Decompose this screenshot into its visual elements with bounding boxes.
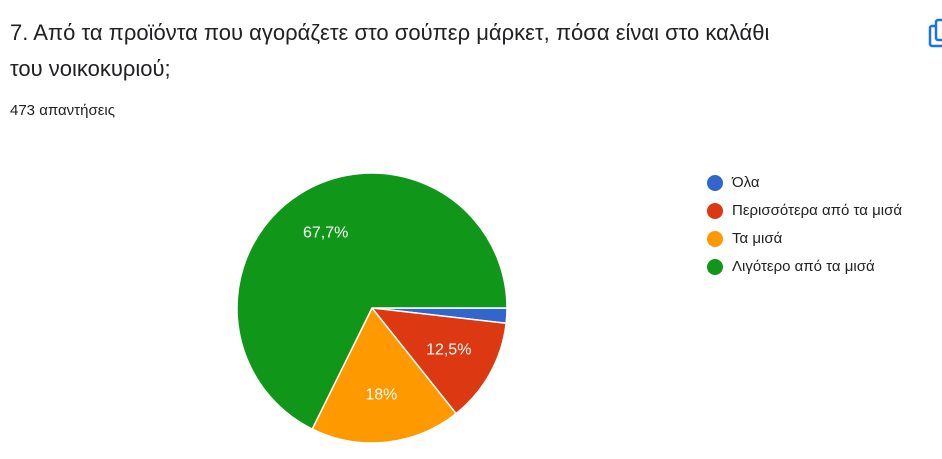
legend-label: Τα μισά <box>732 230 783 247</box>
data-label: 18% <box>365 386 397 403</box>
copy-icon[interactable] <box>928 18 942 48</box>
chart-subtitle: 473 απαντήσεις <box>10 102 115 119</box>
legend-marker <box>707 259 723 275</box>
legend-label: Περισσότερα από τα μισά <box>732 202 902 219</box>
chart-title: 7. Από τα προϊόντα που αγοράζετε στο σού… <box>10 20 769 45</box>
legend-label: Λιγότερο από τα μισά <box>732 258 875 275</box>
legend-marker <box>707 175 723 191</box>
legend-label: Όλα <box>731 174 760 191</box>
pie-slice <box>370 307 507 415</box>
data-label: 67,7% <box>303 225 348 242</box>
chart-title: του νοικοκυριού; <box>10 56 171 81</box>
pie-slice <box>236 172 508 431</box>
data-label: 12,5% <box>426 342 471 359</box>
pie-slice <box>311 306 458 444</box>
legend-marker <box>707 231 723 247</box>
legend-marker <box>707 203 723 219</box>
